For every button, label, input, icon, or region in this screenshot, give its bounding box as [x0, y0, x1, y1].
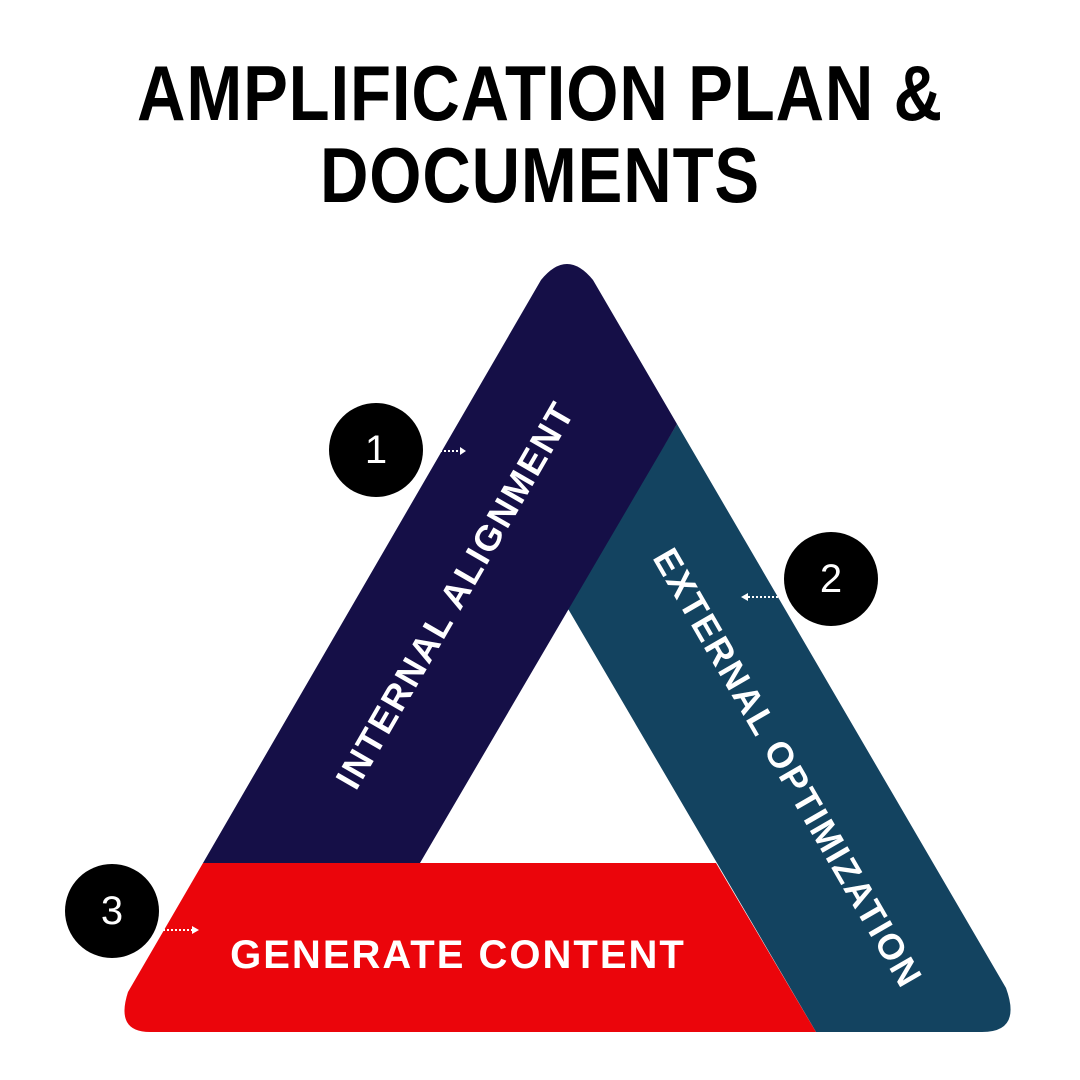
external-optimization-band	[567, 424, 1011, 1032]
arrow-2	[741, 593, 778, 601]
arrow-1	[440, 447, 466, 455]
step-2-badge: 2	[784, 532, 878, 626]
step-1-number: 1	[365, 428, 387, 472]
step-2-number: 2	[820, 557, 842, 601]
generate-content-band	[124, 863, 816, 1032]
title-line-2: DOCUMENTS	[319, 131, 761, 219]
title-line-1: AMPLIFICATION PLAN &	[137, 49, 943, 137]
step-1-badge: 1	[329, 403, 423, 497]
generate-content-label: GENERATE CONTENT	[230, 933, 686, 977]
internal-alignment-band	[203, 264, 677, 863]
arrow-3	[163, 926, 199, 934]
step-3-number: 3	[101, 889, 123, 933]
page-title: AMPLIFICATION PLAN & DOCUMENTS	[76, 52, 1005, 216]
step-3-badge: 3	[65, 864, 159, 958]
